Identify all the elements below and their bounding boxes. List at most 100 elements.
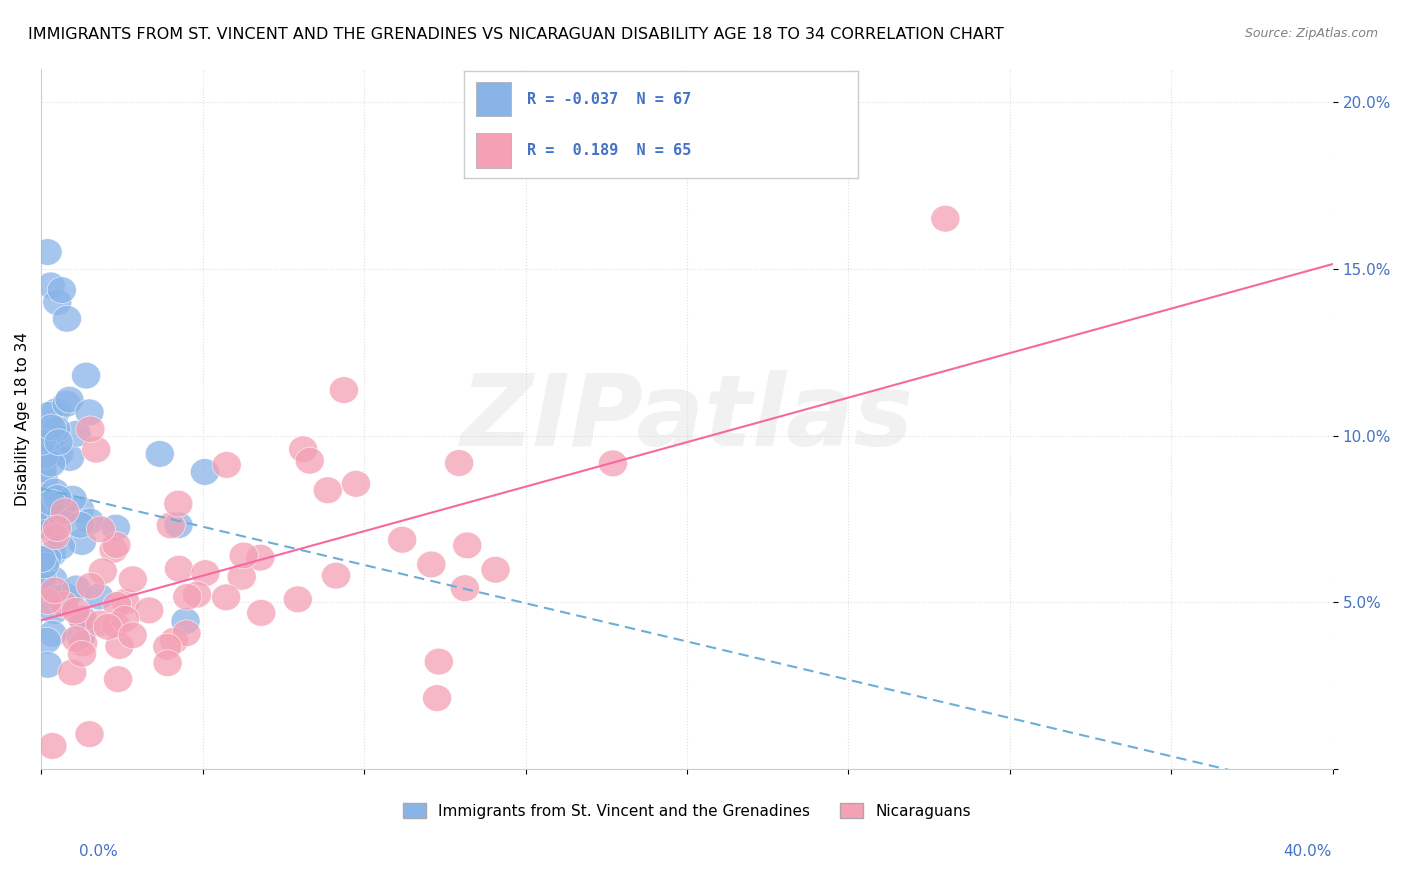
Text: 0.0%: 0.0% <box>79 845 118 859</box>
Ellipse shape <box>28 457 58 483</box>
Ellipse shape <box>28 428 56 455</box>
Ellipse shape <box>86 516 115 542</box>
Ellipse shape <box>190 458 219 485</box>
Ellipse shape <box>444 450 474 476</box>
Ellipse shape <box>58 485 87 512</box>
Ellipse shape <box>31 552 59 579</box>
Ellipse shape <box>191 560 219 586</box>
Ellipse shape <box>32 627 60 654</box>
Ellipse shape <box>229 542 259 569</box>
Ellipse shape <box>39 598 69 624</box>
Ellipse shape <box>153 650 183 676</box>
Text: 40.0%: 40.0% <box>1284 845 1331 859</box>
Ellipse shape <box>75 721 104 747</box>
Ellipse shape <box>172 620 201 647</box>
Ellipse shape <box>76 573 105 599</box>
Ellipse shape <box>118 566 148 592</box>
Ellipse shape <box>44 584 73 611</box>
Ellipse shape <box>118 622 148 648</box>
Ellipse shape <box>46 533 76 560</box>
Ellipse shape <box>103 591 132 618</box>
Ellipse shape <box>156 512 186 539</box>
Ellipse shape <box>41 577 69 604</box>
Ellipse shape <box>38 732 67 759</box>
Text: R = -0.037  N = 67: R = -0.037 N = 67 <box>527 92 692 107</box>
Ellipse shape <box>67 640 97 667</box>
Ellipse shape <box>111 606 139 632</box>
Ellipse shape <box>34 651 62 678</box>
Ellipse shape <box>34 588 62 615</box>
Ellipse shape <box>93 614 122 640</box>
Ellipse shape <box>62 598 90 624</box>
Ellipse shape <box>165 556 194 582</box>
Ellipse shape <box>288 436 318 463</box>
Ellipse shape <box>32 545 62 572</box>
Ellipse shape <box>67 529 97 556</box>
Ellipse shape <box>34 401 63 428</box>
Ellipse shape <box>44 500 72 527</box>
Ellipse shape <box>67 606 97 632</box>
Ellipse shape <box>481 557 510 583</box>
Ellipse shape <box>48 277 76 303</box>
Ellipse shape <box>27 428 56 455</box>
Ellipse shape <box>416 551 446 578</box>
Ellipse shape <box>38 621 67 648</box>
Text: IMMIGRANTS FROM ST. VINCENT AND THE GRENADINES VS NICARAGUAN DISABILITY AGE 18 T: IMMIGRANTS FROM ST. VINCENT AND THE GREN… <box>28 27 1004 42</box>
Ellipse shape <box>42 416 70 442</box>
Ellipse shape <box>101 515 131 541</box>
Ellipse shape <box>55 386 84 413</box>
Ellipse shape <box>39 422 69 449</box>
Ellipse shape <box>55 444 84 471</box>
Ellipse shape <box>37 414 66 441</box>
Ellipse shape <box>46 497 75 524</box>
Ellipse shape <box>104 665 132 692</box>
Ellipse shape <box>52 305 82 332</box>
Ellipse shape <box>453 532 482 558</box>
Ellipse shape <box>41 523 70 549</box>
Ellipse shape <box>450 574 479 601</box>
Ellipse shape <box>165 512 193 539</box>
Ellipse shape <box>342 470 371 497</box>
Ellipse shape <box>75 399 104 425</box>
Text: ZIPatlas: ZIPatlas <box>460 370 914 467</box>
Ellipse shape <box>41 478 69 505</box>
Ellipse shape <box>89 558 117 584</box>
Ellipse shape <box>246 599 276 626</box>
Ellipse shape <box>67 605 97 632</box>
Ellipse shape <box>37 450 66 477</box>
Ellipse shape <box>105 632 134 659</box>
Ellipse shape <box>388 526 416 553</box>
Ellipse shape <box>153 633 181 660</box>
Ellipse shape <box>44 484 72 511</box>
Ellipse shape <box>51 498 79 524</box>
Ellipse shape <box>37 489 66 516</box>
Ellipse shape <box>32 424 60 450</box>
Ellipse shape <box>58 659 87 686</box>
Ellipse shape <box>52 391 82 417</box>
Ellipse shape <box>30 467 58 492</box>
Ellipse shape <box>82 436 111 463</box>
Ellipse shape <box>329 376 359 403</box>
Ellipse shape <box>211 584 240 611</box>
Ellipse shape <box>172 607 200 634</box>
Ellipse shape <box>66 623 96 649</box>
Ellipse shape <box>62 626 90 652</box>
Ellipse shape <box>173 583 202 610</box>
Ellipse shape <box>27 546 56 573</box>
Ellipse shape <box>72 362 101 389</box>
Ellipse shape <box>31 505 60 532</box>
Ellipse shape <box>135 597 163 624</box>
Ellipse shape <box>45 440 73 467</box>
Ellipse shape <box>98 536 128 563</box>
FancyBboxPatch shape <box>475 134 512 168</box>
Ellipse shape <box>38 515 67 541</box>
Ellipse shape <box>165 491 193 517</box>
Ellipse shape <box>160 627 188 654</box>
Ellipse shape <box>931 205 960 232</box>
Ellipse shape <box>42 515 72 541</box>
Ellipse shape <box>62 575 91 602</box>
Ellipse shape <box>86 610 114 637</box>
Ellipse shape <box>39 566 67 592</box>
Ellipse shape <box>183 582 211 608</box>
Ellipse shape <box>599 450 627 476</box>
